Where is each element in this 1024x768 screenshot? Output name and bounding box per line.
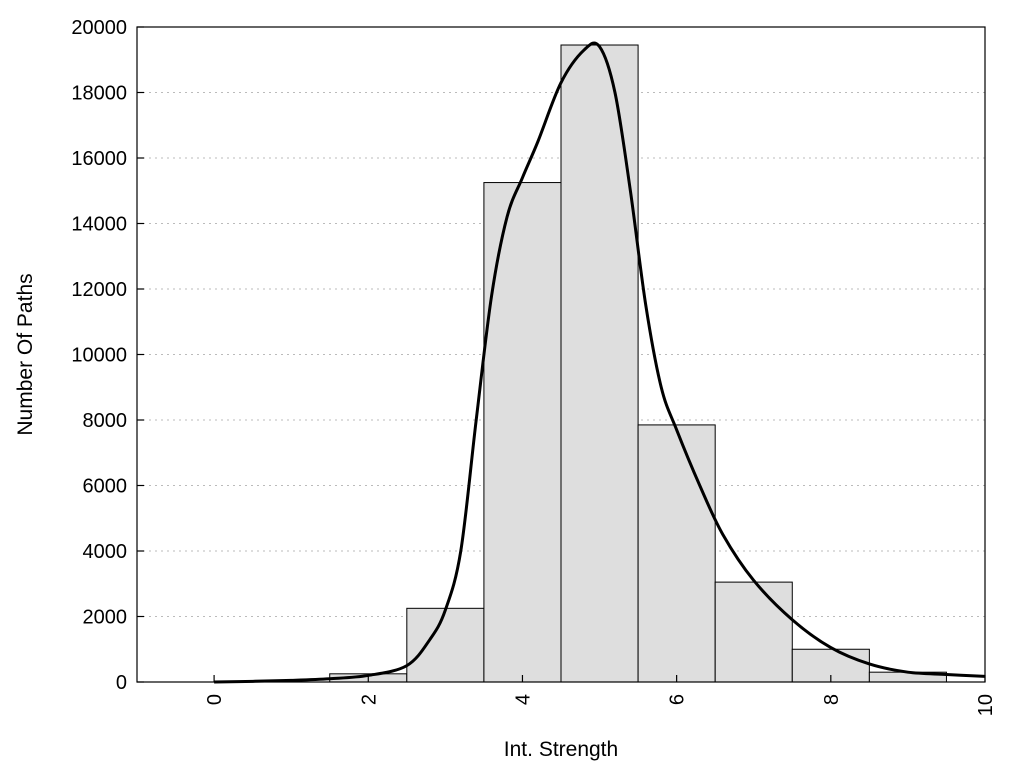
x-tick-label: 10 (975, 694, 997, 716)
x-axis-title: Int. Strength (504, 738, 618, 761)
x-tick-label: 4 (512, 694, 534, 705)
y-axis-title: Number Of Paths (14, 273, 37, 435)
density-curve (214, 41, 986, 684)
bars (329, 44, 947, 683)
y-tick-label: 10000 (71, 345, 127, 367)
y-tick-label: 12000 (71, 279, 127, 301)
y-tick-label: 20000 (71, 17, 127, 39)
x-axis-ticks: 0 2 4 6 8 10 (204, 675, 997, 716)
histogram-bar (714, 581, 793, 683)
y-axis-ticks: 0 2000 4000 6000 8000 10000 12000 14000 16000 180… (71, 17, 144, 694)
x-tick-label: 8 (821, 694, 843, 705)
x-tick-label: 0 (204, 694, 226, 705)
histogram-bar (560, 44, 639, 683)
x-tick-label: 6 (667, 694, 689, 705)
y-tick-label: 8000 (83, 410, 128, 432)
x-tick-label: 2 (358, 694, 380, 705)
histogram-bar (406, 607, 485, 683)
y-tick-label: 2000 (83, 607, 128, 629)
y-tick-label: 14000 (71, 214, 127, 236)
y-tick-label: 18000 (71, 83, 127, 105)
histogram-bar (637, 424, 716, 683)
y-tick-label: 6000 (83, 476, 128, 498)
histogram-bar (483, 182, 562, 683)
y-tick-label: 4000 (83, 541, 128, 563)
y-tick-label: 0 (116, 672, 127, 694)
y-tick-label: 16000 (71, 148, 127, 170)
